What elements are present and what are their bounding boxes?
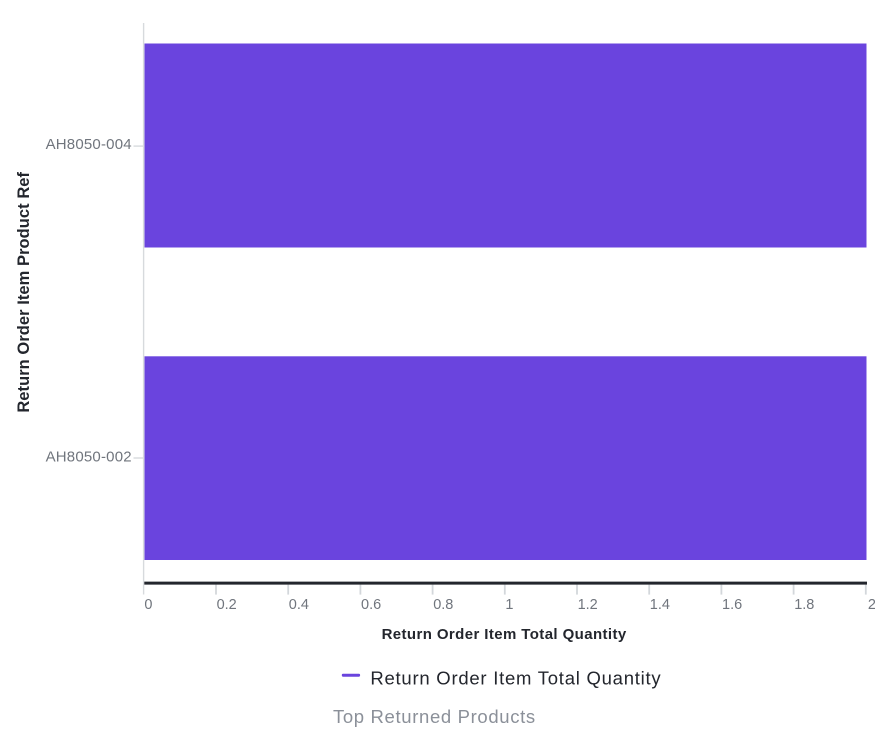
svg-text:1.8: 1.8 [794,597,814,613]
svg-text:0.4: 0.4 [289,597,309,613]
svg-text:Return Order Item Total Quanti: Return Order Item Total Quantity [382,626,627,643]
svg-text:0.6: 0.6 [361,597,381,613]
svg-text:0.8: 0.8 [433,597,453,613]
svg-text:0.2: 0.2 [217,597,237,613]
svg-text:AH8050-004: AH8050-004 [46,136,132,153]
svg-text:1.6: 1.6 [722,597,742,613]
svg-text:1.2: 1.2 [578,597,598,613]
svg-text:AH8050-002: AH8050-002 [46,449,132,466]
svg-text:1.4: 1.4 [650,597,670,613]
svg-text:Top Returned Products: Top Returned Products [333,706,536,727]
svg-text:Return Order Item Total Quanti: Return Order Item Total Quantity [370,668,661,689]
svg-text:Return Order Item Product Ref: Return Order Item Product Ref [15,171,33,412]
svg-text:0: 0 [144,597,152,613]
svg-text:1: 1 [505,597,513,613]
svg-text:2: 2 [868,597,875,613]
